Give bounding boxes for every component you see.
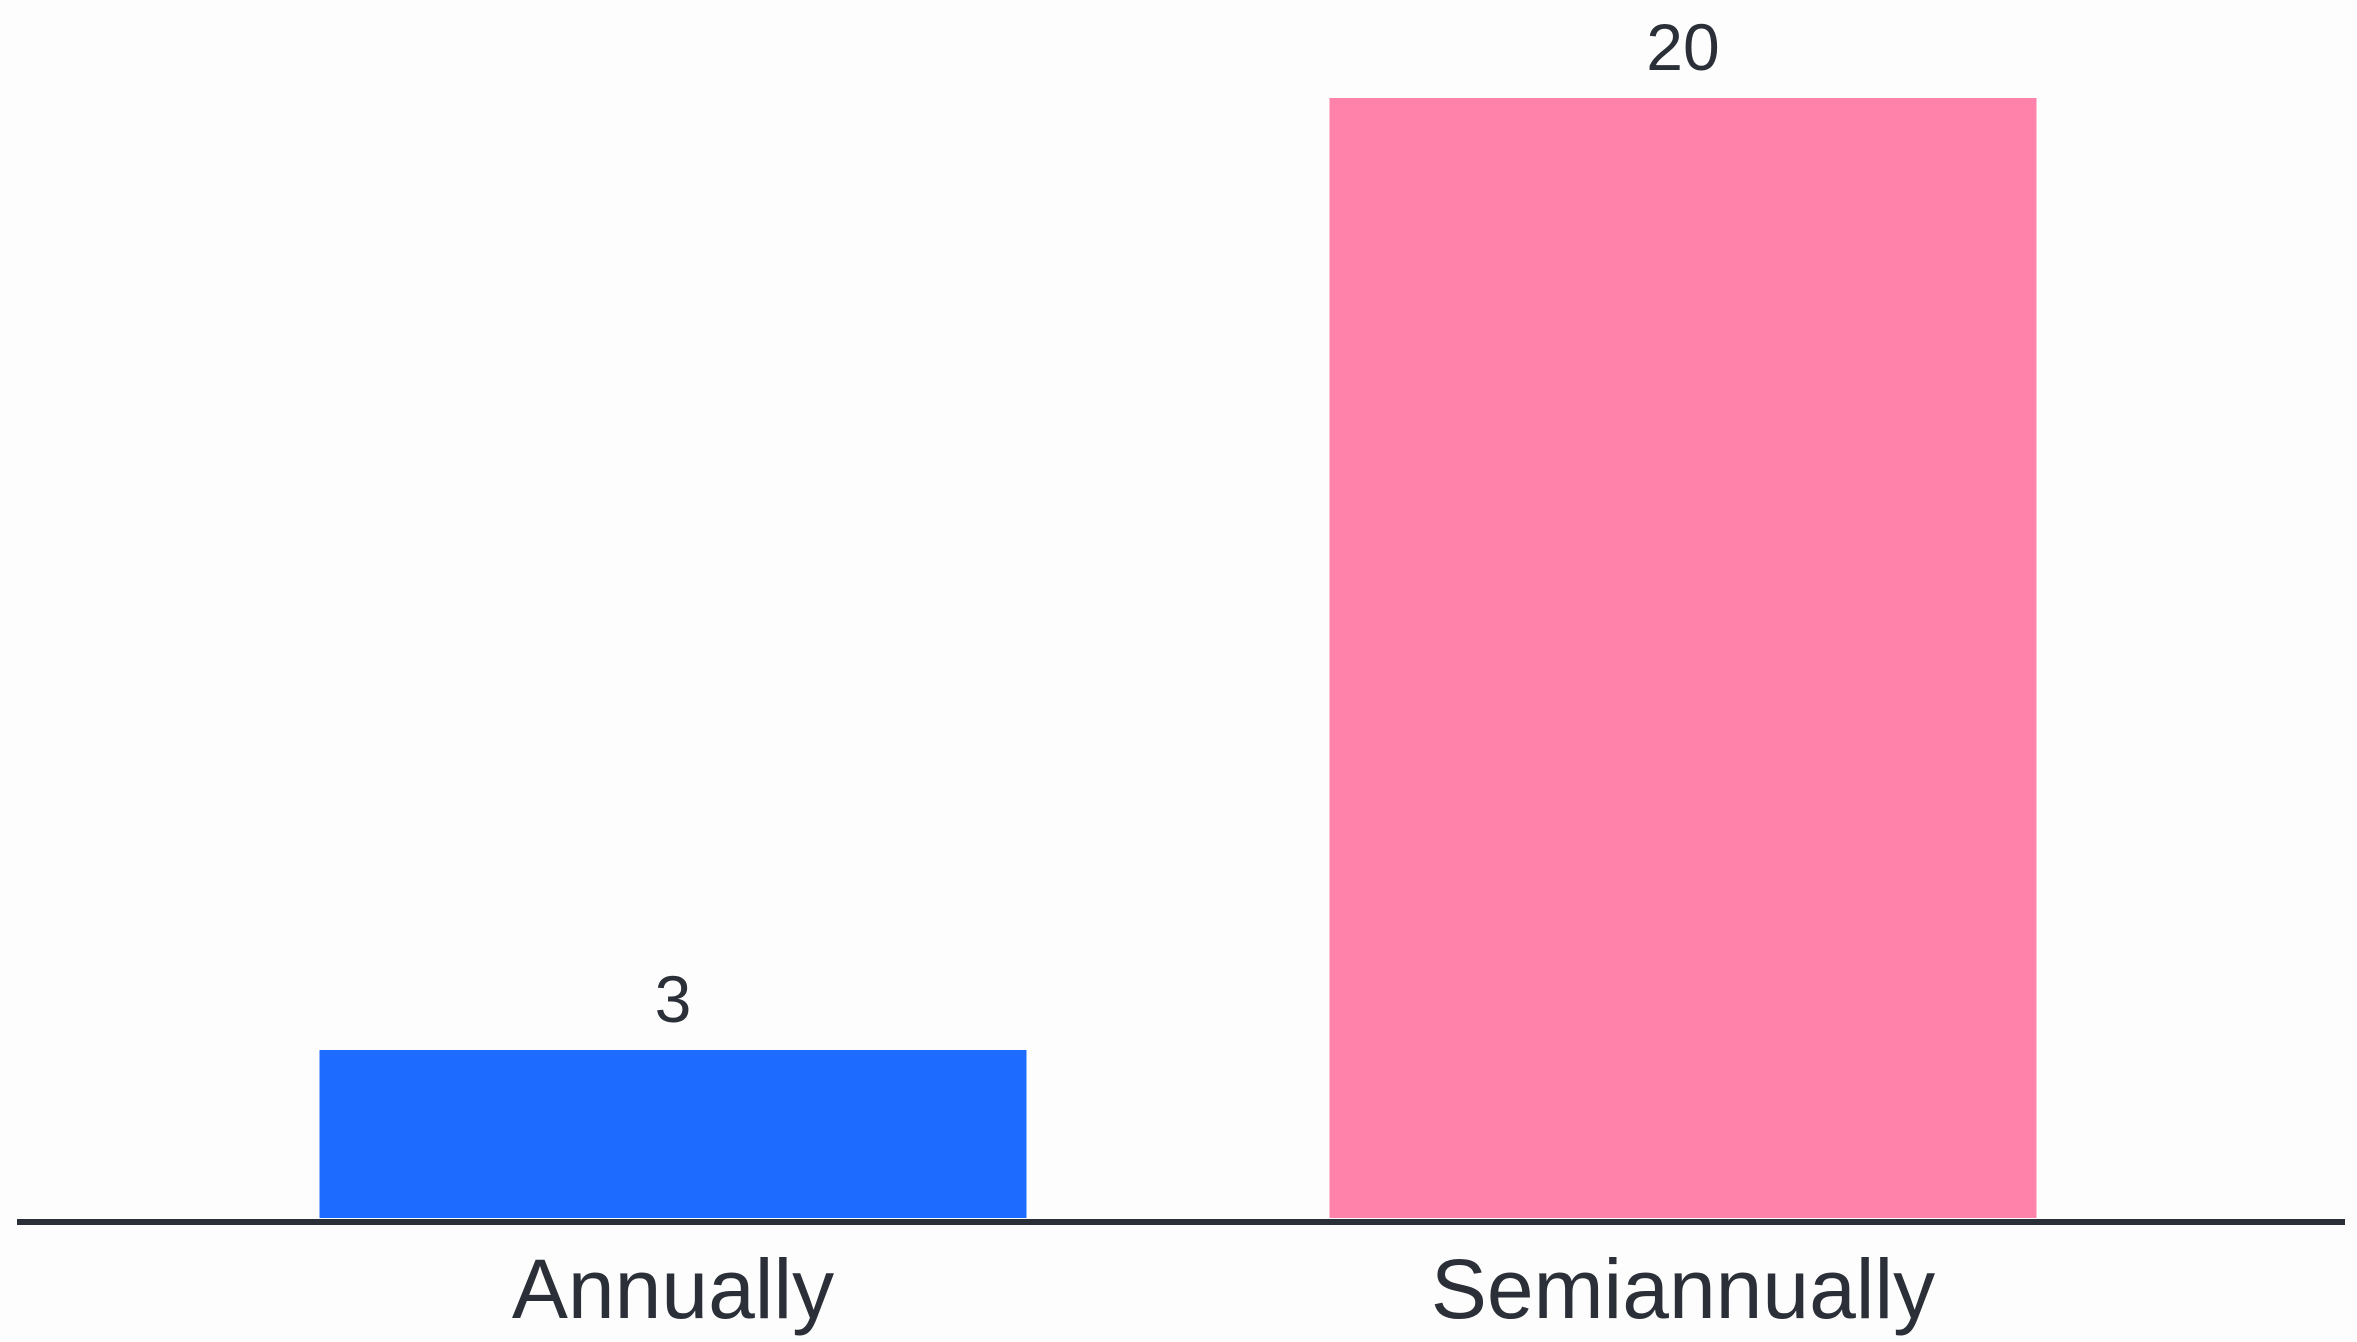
x-tick-labels-layer: Annually Semiannually	[512, 1242, 1935, 1336]
data-labels-layer: 3 20	[655, 10, 1720, 1036]
data-label-semiannually: 20	[1646, 10, 1719, 84]
x-tick-label-annually: Annually	[512, 1242, 834, 1336]
data-label-annually: 3	[655, 962, 692, 1036]
bar-annually	[319, 1050, 1027, 1218]
x-tick-label-semiannually: Semiannually	[1431, 1242, 1935, 1336]
bars-layer	[319, 98, 2037, 1218]
bar-semiannually	[1329, 98, 2037, 1218]
